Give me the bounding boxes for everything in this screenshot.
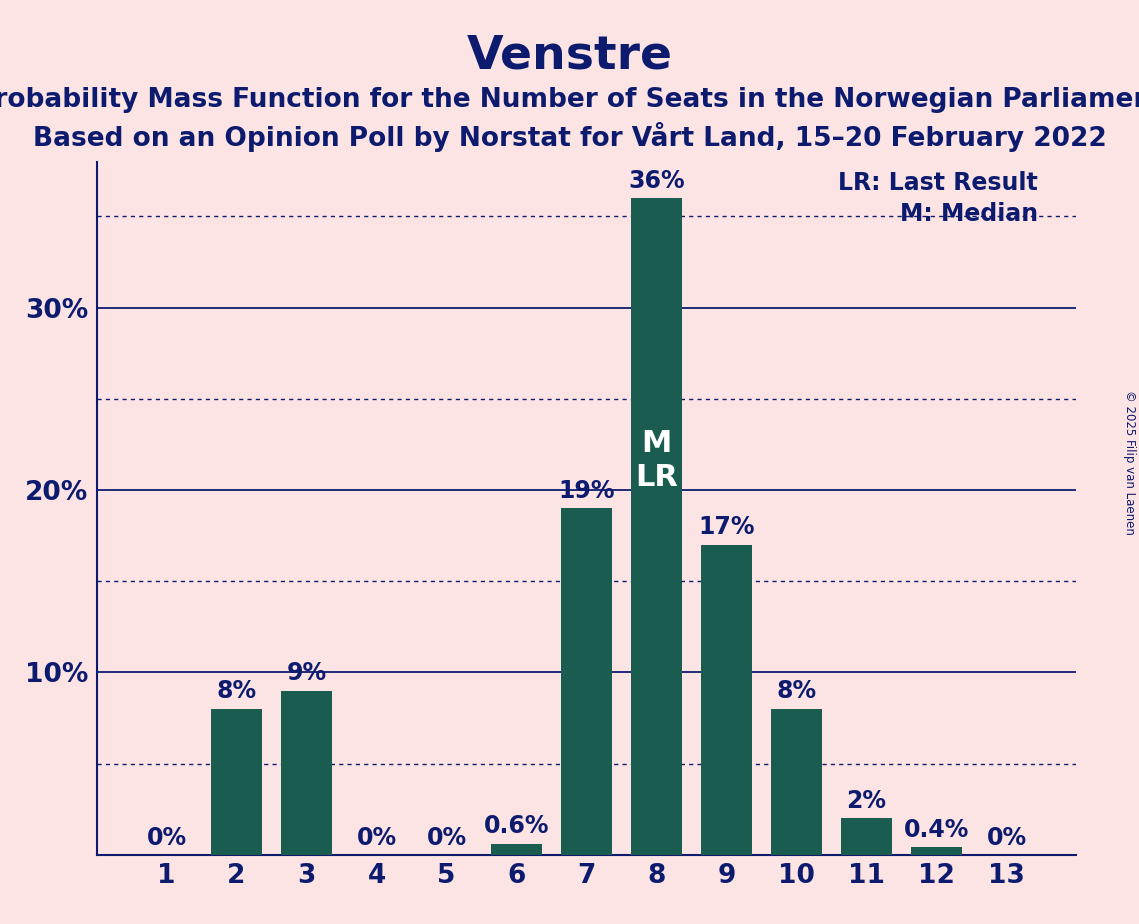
- Text: 0.4%: 0.4%: [904, 818, 969, 842]
- Text: LR: Last Result: LR: Last Result: [838, 171, 1038, 195]
- Bar: [842, 819, 892, 855]
- Text: 9%: 9%: [287, 661, 327, 685]
- Text: 36%: 36%: [629, 169, 685, 193]
- Bar: [631, 198, 682, 855]
- Text: Probability Mass Function for the Number of Seats in the Norwegian Parliament: Probability Mass Function for the Number…: [0, 87, 1139, 113]
- Text: 17%: 17%: [698, 516, 755, 540]
- Text: 19%: 19%: [558, 479, 615, 503]
- Bar: [562, 508, 612, 855]
- Text: 0%: 0%: [147, 826, 187, 850]
- Bar: [702, 544, 752, 855]
- Bar: [491, 844, 542, 855]
- Text: 8%: 8%: [777, 679, 817, 703]
- Text: 0%: 0%: [426, 826, 467, 850]
- Text: M
LR: M LR: [636, 430, 678, 492]
- Text: © 2025 Filip van Laenen: © 2025 Filip van Laenen: [1123, 390, 1137, 534]
- Text: Venstre: Venstre: [467, 33, 672, 79]
- Text: Based on an Opinion Poll by Norstat for Vårt Land, 15–20 February 2022: Based on an Opinion Poll by Norstat for …: [33, 122, 1106, 152]
- Text: 0.6%: 0.6%: [484, 814, 549, 838]
- Text: M: Median: M: Median: [900, 201, 1038, 225]
- Bar: [911, 847, 961, 855]
- Bar: [281, 690, 331, 855]
- Text: 8%: 8%: [216, 679, 256, 703]
- Text: 2%: 2%: [846, 789, 886, 813]
- Text: 0%: 0%: [357, 826, 396, 850]
- Bar: [771, 709, 822, 855]
- Text: 0%: 0%: [986, 826, 1026, 850]
- Bar: [212, 709, 262, 855]
